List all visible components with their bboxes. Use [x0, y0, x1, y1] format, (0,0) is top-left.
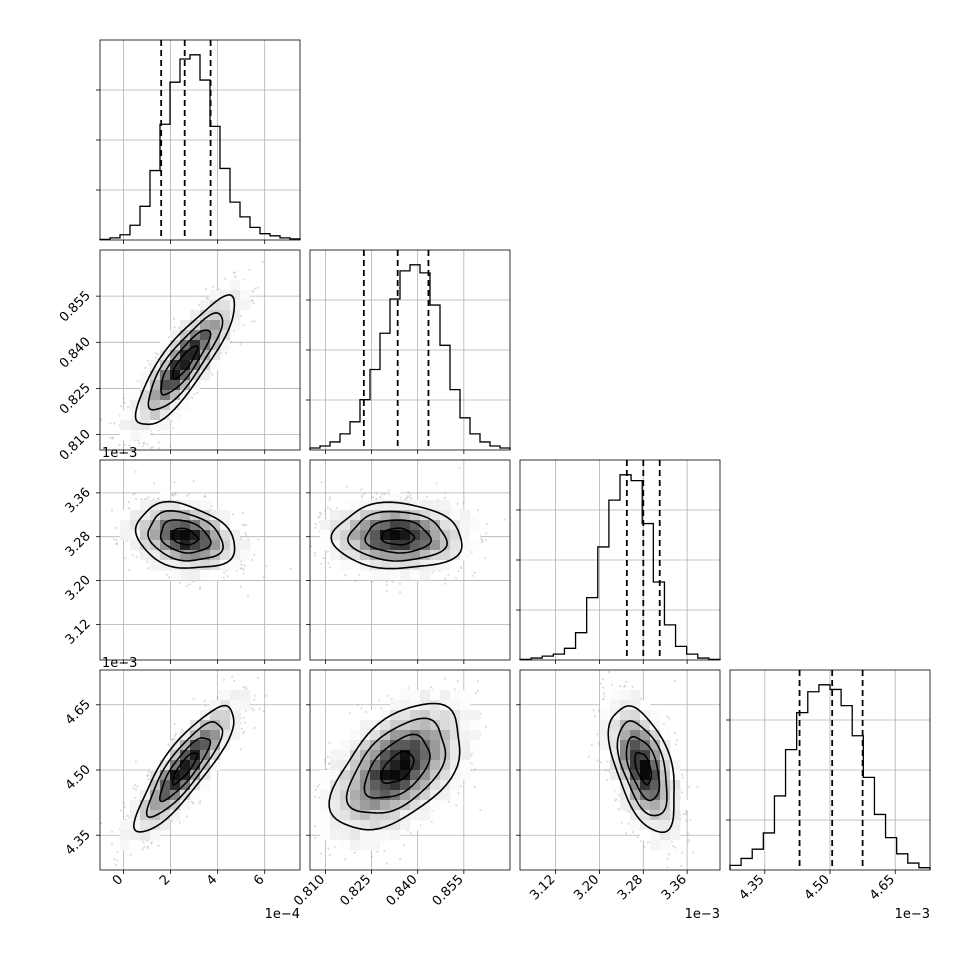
hist-panel-2	[516, 459, 721, 664]
contour-3-2-0	[634, 751, 653, 786]
x-tick-label-3-0: 4.35	[737, 872, 768, 903]
x-offset-label-2: 1e−3	[685, 907, 720, 922]
histogram-1	[309, 264, 511, 450]
contour-1-0-1	[160, 329, 212, 396]
density-bins	[320, 690, 481, 851]
hist-panel-0	[96, 39, 301, 244]
y-offset-label-3: 1e−3	[102, 656, 137, 671]
x-tick-label-2-1: 3.20	[571, 872, 602, 903]
contour-3-2-1	[625, 735, 661, 802]
x-tick-label-0-0: 0	[110, 872, 126, 888]
density-panel-1-0	[96, 249, 301, 454]
contour-2-0-2	[147, 509, 224, 562]
x-tick-label-1-0: 0.810	[291, 872, 328, 909]
y-tick-label-1-0: 0.810	[57, 427, 94, 464]
density-panel-3-1	[306, 669, 511, 874]
contour-2-1-0	[380, 527, 416, 546]
y-tick-label-3-0: 4.35	[63, 827, 94, 858]
density-panel-2-0	[96, 459, 301, 664]
contour-3-1-2	[345, 717, 447, 814]
x-tick-label-1-3: 0.855	[430, 872, 467, 909]
contour-3-0-1	[158, 737, 212, 803]
x-tick-label-1-1: 0.825	[337, 872, 374, 909]
density-panel-3-2	[516, 669, 721, 874]
density-panel-2-1	[306, 459, 511, 664]
contour-1-0-2	[147, 311, 224, 411]
x-tick-label-2-2: 3.28	[615, 872, 646, 903]
contour-3-1-0	[380, 750, 415, 785]
contour-2-1-1	[364, 519, 433, 554]
contour-2-0-0	[172, 527, 199, 546]
hist-panel-1	[306, 249, 511, 454]
y-tick-label-1-1: 0.825	[57, 381, 94, 418]
contour-2-0-1	[159, 519, 212, 554]
contour-3-1-3	[328, 702, 461, 831]
contour-2-0-3	[134, 500, 236, 569]
contour-1-0-0	[172, 345, 199, 380]
histogram-0	[99, 54, 301, 241]
histogram-2	[519, 474, 721, 661]
contour-3-2-2	[616, 720, 668, 817]
contour-3-0-3	[132, 704, 235, 833]
y-tick-label-2-1: 3.20	[63, 573, 94, 604]
histogram-3	[729, 684, 931, 870]
y-tick-label-2-3: 3.36	[63, 485, 94, 516]
y-tick-label-2-2: 3.28	[63, 529, 94, 560]
x-offset-label-3: 1e−3	[895, 907, 930, 922]
x-tick-label-2-0: 3.12	[527, 872, 558, 903]
x-tick-label-3-1: 4.50	[802, 872, 833, 903]
y-tick-label-3-2: 4.65	[63, 697, 94, 728]
x-tick-label-3-2: 4.65	[867, 872, 898, 903]
y-tick-label-1-3: 0.855	[57, 288, 94, 325]
contour-3-2-3	[607, 705, 675, 834]
y-tick-label-2-0: 3.12	[63, 617, 94, 648]
contour-1-0-3	[134, 294, 236, 426]
y-offset-label-2: 1e−3	[102, 446, 137, 461]
contour-2-1-2	[347, 510, 449, 562]
contour-2-1-3	[330, 501, 463, 570]
hist-panel-3	[726, 669, 931, 874]
y-tick-label-3-1: 4.50	[63, 762, 94, 793]
x-tick-label-1-2: 0.840	[384, 872, 421, 909]
y-tick-label-1-2: 0.840	[57, 335, 94, 372]
x-tick-label-0-2: 4	[204, 872, 220, 888]
x-tick-label-0-1: 2	[157, 872, 173, 888]
x-tick-label-2-3: 3.36	[659, 872, 690, 903]
x-tick-label-0-3: 6	[251, 872, 267, 888]
density-bins	[320, 490, 481, 581]
contour-3-1-1	[363, 733, 431, 799]
contour-3-0-0	[171, 752, 199, 786]
x-offset-label-0: 1e−4	[265, 907, 300, 922]
contour-3-0-2	[145, 720, 224, 819]
density-panel-3-0	[96, 669, 301, 874]
